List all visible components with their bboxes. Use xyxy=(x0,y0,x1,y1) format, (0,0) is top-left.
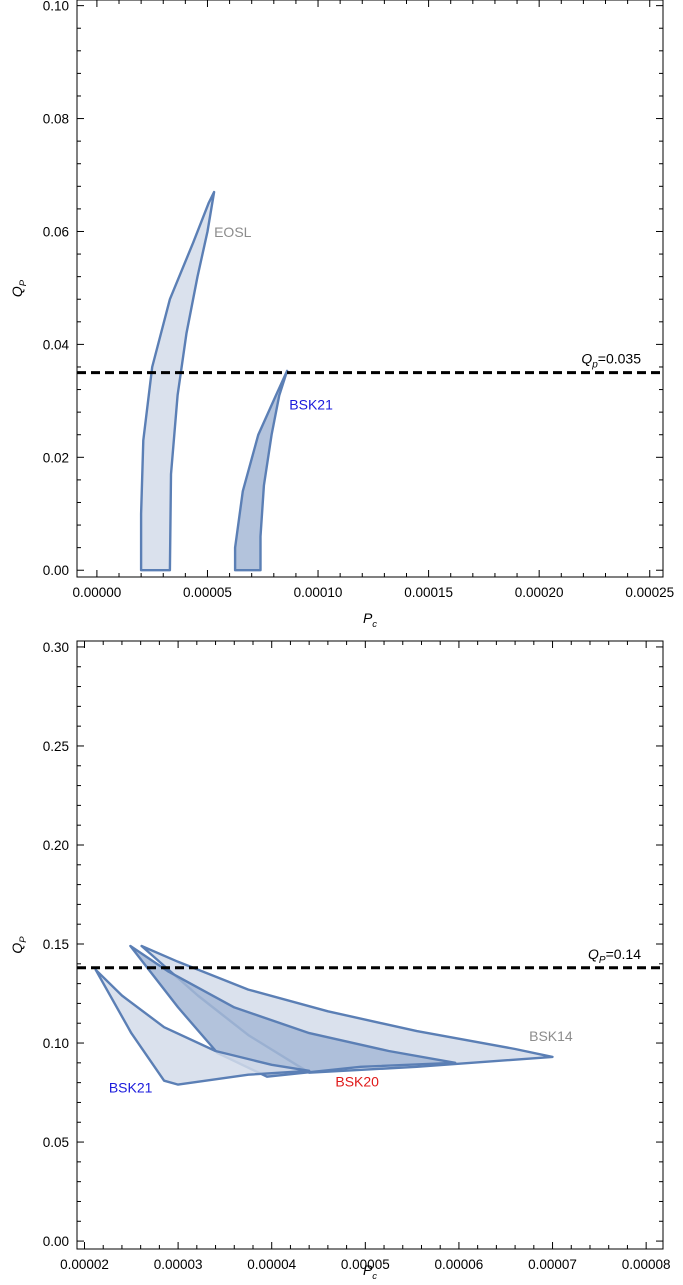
region-bsk20 xyxy=(129,944,457,1078)
region-label-bsk21: BSK21 xyxy=(109,1080,153,1096)
y-tick-label: 0.06 xyxy=(43,224,69,239)
x-tick-label: 0.00005 xyxy=(183,585,232,600)
chart-panel-1: 0.00000 0.00005 0.00010 0.00015 0.00020 0.000… xyxy=(9,0,674,630)
x-tick-label: 0.00010 xyxy=(294,585,343,600)
y-tick-label: 0.20 xyxy=(43,838,69,853)
x-tick-label: 0.00006 xyxy=(435,1257,484,1272)
x-tick-label: 0.00007 xyxy=(528,1257,577,1272)
x-tick-label: 0.00004 xyxy=(247,1257,296,1272)
region-label-bsk21: BSK21 xyxy=(289,396,333,412)
x-tick-label: 0.00020 xyxy=(515,585,564,600)
y-tick-label: 0.04 xyxy=(43,337,70,352)
y-tick-label: 0.00 xyxy=(43,563,69,578)
y-tick-label: 0.30 xyxy=(43,640,69,655)
region-bsk21 xyxy=(233,369,289,572)
y-tick-label: 0.15 xyxy=(43,937,69,952)
reference-line-label: Qp=0.035 xyxy=(581,351,641,371)
plot-frame xyxy=(76,0,664,578)
y-tick-label: 0.10 xyxy=(43,1036,69,1051)
x-axis-title: Pc xyxy=(363,610,377,630)
regions xyxy=(94,944,554,1086)
plot-frame xyxy=(76,640,664,1250)
regions xyxy=(139,190,289,572)
y-axis-title: QP xyxy=(9,279,29,297)
x-tick-label: 0.00003 xyxy=(154,1257,203,1272)
y-tick-label: 0.00 xyxy=(43,1234,69,1249)
chart-panel-2: 0.00002 0.00003 0.00004 0.00005 0.00006 0.000… xyxy=(9,640,671,1282)
region-label-eosl: EOSL xyxy=(214,224,252,240)
y-tick-label: 0.25 xyxy=(43,739,69,754)
region-bsk21 xyxy=(94,968,311,1086)
region-eosl xyxy=(139,190,216,572)
region-label-bsk20: BSK20 xyxy=(335,1074,379,1090)
x-tick-label: 0.00025 xyxy=(625,585,674,600)
y-tick-label: 0.08 xyxy=(43,112,69,127)
y-axis-title: QP xyxy=(9,936,29,954)
y-tick-label: 0.02 xyxy=(43,450,69,465)
y-tick-label: 0.10 xyxy=(43,0,69,14)
x-tick-label: 0.00005 xyxy=(341,1257,390,1272)
x-axis-title: Pc xyxy=(363,1262,377,1282)
x-tick-label: 0.00008 xyxy=(622,1257,671,1272)
y-tick-label: 0.05 xyxy=(43,1135,69,1150)
reference-line-label: QP=0.14 xyxy=(588,946,641,966)
region-label-bsk14: BSK14 xyxy=(529,1028,573,1044)
x-tick-label: 0.00002 xyxy=(60,1257,109,1272)
x-tick-label: 0.00015 xyxy=(404,585,453,600)
x-tick-label: 0.00000 xyxy=(72,585,121,600)
